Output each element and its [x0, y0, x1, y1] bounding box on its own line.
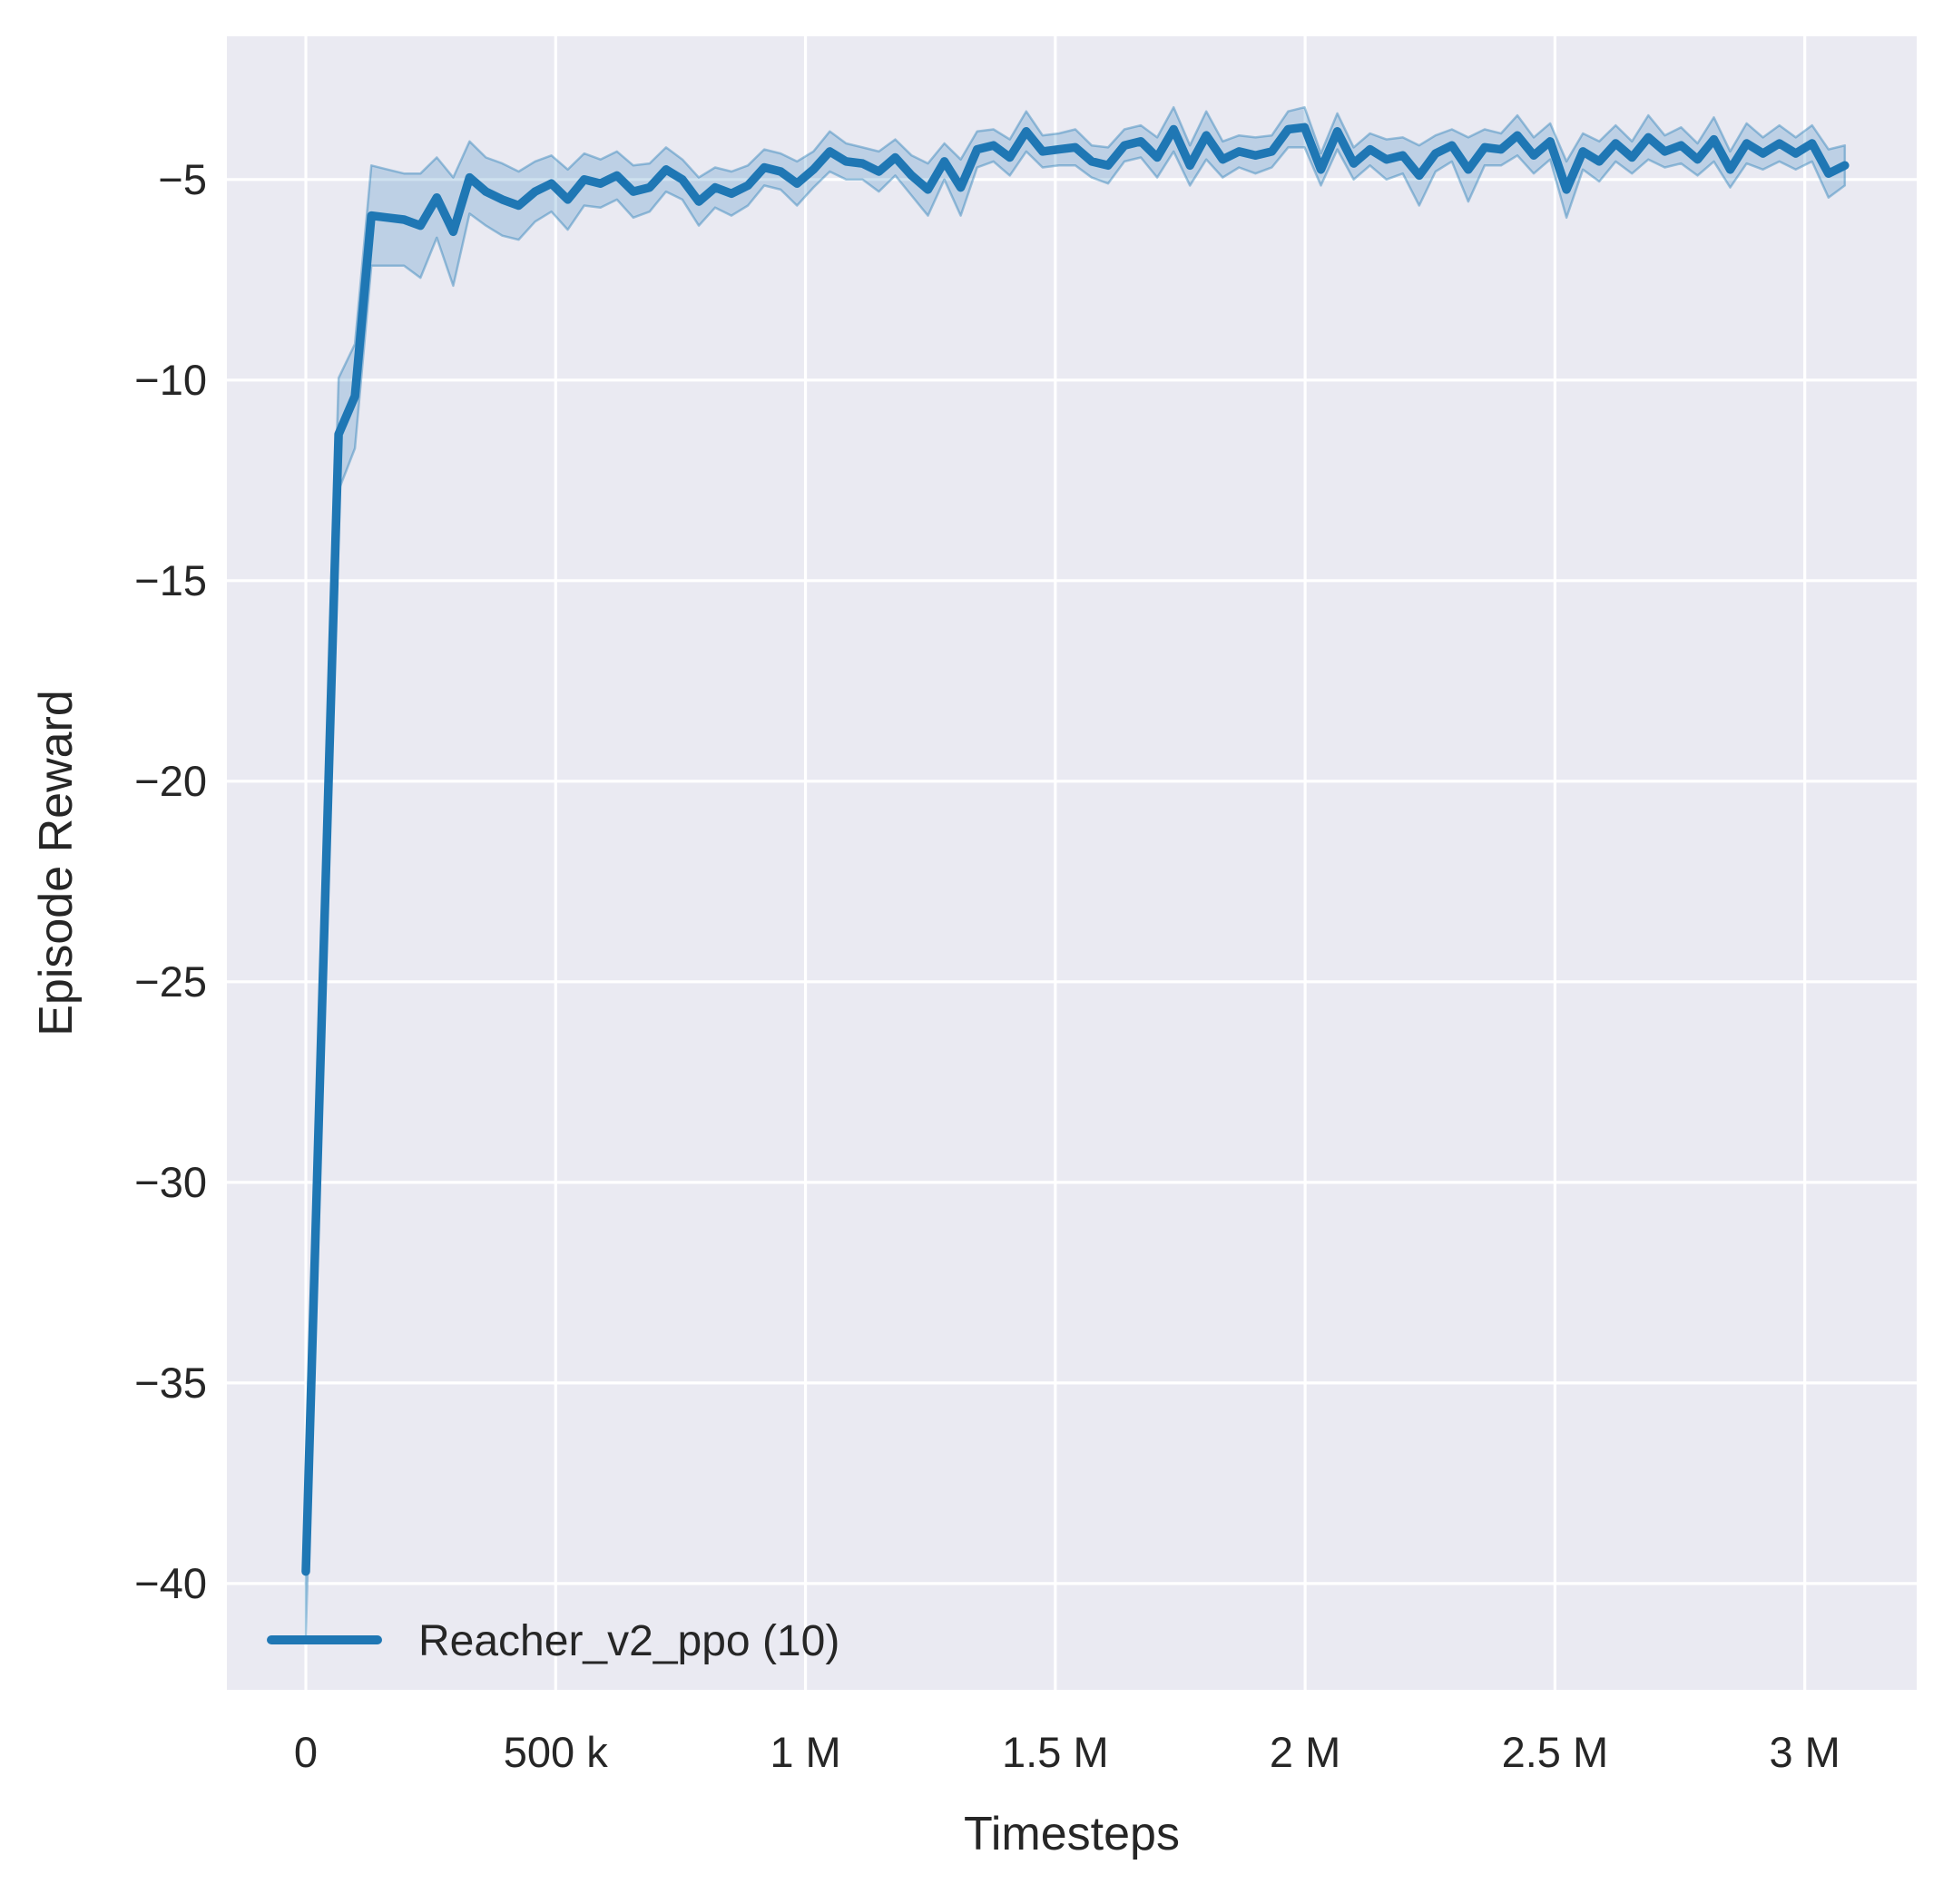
x-tick-label-1: 500 k — [504, 1728, 608, 1776]
x-tick-label-5: 2.5 M — [1502, 1728, 1609, 1776]
x-tick-label-4: 2 M — [1270, 1728, 1340, 1776]
x-axis-label: Timesteps — [964, 1808, 1180, 1860]
legend-label: Reacher_v2_ppo (10) — [418, 1617, 839, 1665]
axes-background — [227, 36, 1917, 1690]
plot-area: 0 500 k 1 M 1.5 M 2 M 2.5 M 3 M −5 −10 −15 −20 −25 −… — [134, 36, 1917, 1776]
y-tick-label-0: −5 — [158, 155, 207, 203]
x-tick-label-6: 3 M — [1769, 1728, 1840, 1776]
y-tick-label-4: −25 — [134, 957, 207, 1006]
y-tick-label-5: −30 — [134, 1158, 207, 1206]
series-line — [301, 123, 1850, 1576]
y-tick-label-1: −10 — [134, 356, 207, 404]
y-tick-label-6: −35 — [134, 1359, 207, 1407]
x-tick-label-3: 1.5 M — [1002, 1728, 1109, 1776]
confidence-band — [304, 105, 1847, 1637]
x-tick-label-2: 1 M — [770, 1728, 840, 1776]
y-tick-label-2: −15 — [134, 556, 207, 604]
y-tick-label-7: −40 — [134, 1559, 207, 1607]
x-tick-label-0: 0 — [294, 1728, 318, 1776]
y-tick-label-3: −20 — [134, 757, 207, 805]
legend: Reacher_v2_ppo (10) — [267, 1617, 839, 1665]
y-axis-label: Episode Reward — [30, 690, 83, 1036]
